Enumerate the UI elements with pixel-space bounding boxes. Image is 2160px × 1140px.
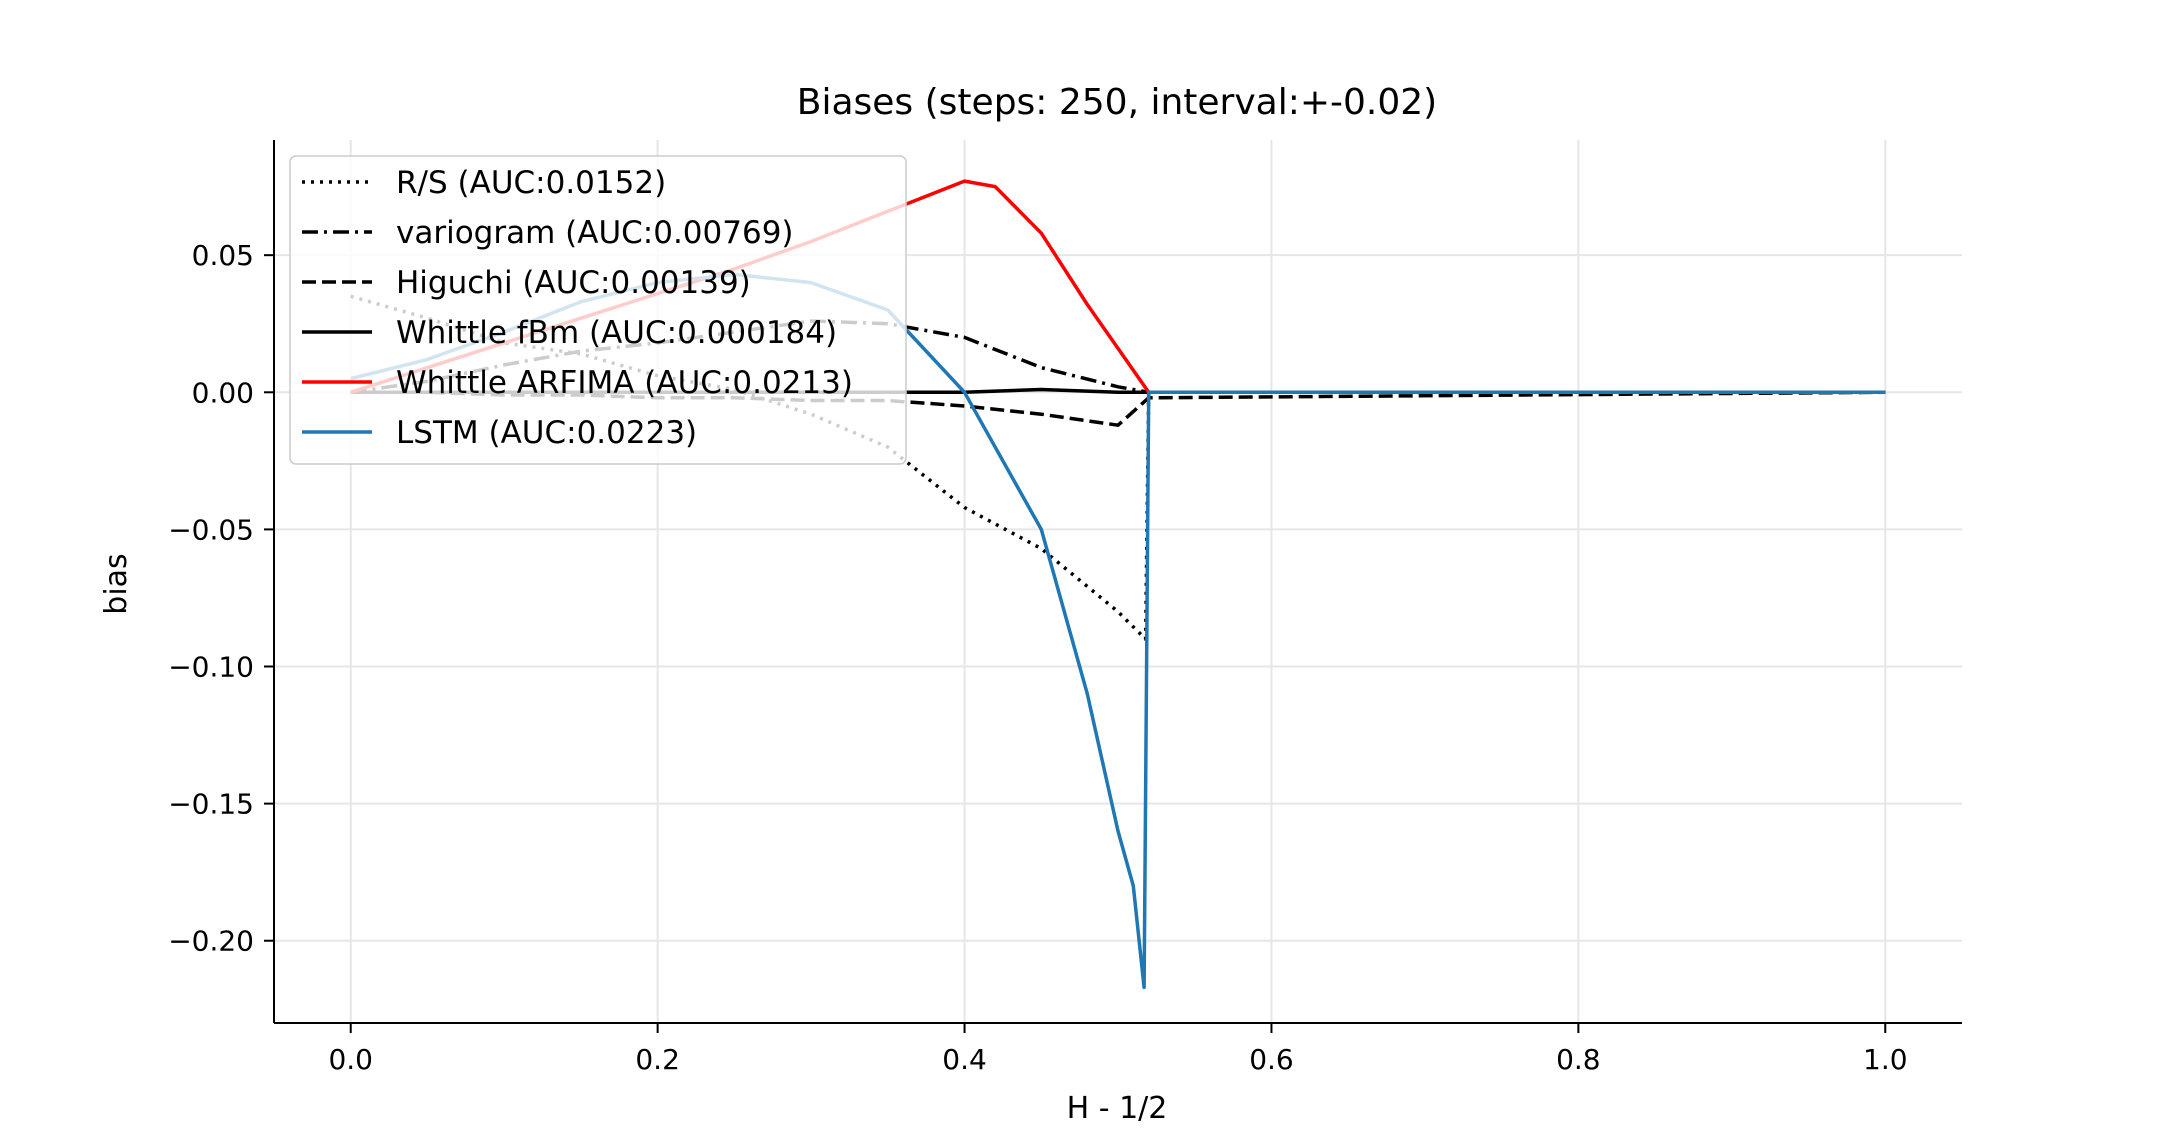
- x-tick-label: 0.8: [1556, 1043, 1601, 1076]
- legend-label-5: LSTM (AUC:0.0223): [396, 415, 697, 451]
- y-tick-label: −0.15: [168, 788, 254, 821]
- legend-label-2: Higuchi (AUC:0.00139): [396, 265, 751, 301]
- y-tick-label: −0.20: [168, 925, 254, 958]
- legend-box: [289, 155, 907, 465]
- legend-label-3: Whittle fBm (AUC:0.000184): [396, 315, 837, 351]
- x-tick-label: 1.0: [1863, 1043, 1908, 1076]
- legend-label-1: variogram (AUC:0.00769): [396, 215, 794, 251]
- x-tick-label: 0.0: [328, 1043, 373, 1076]
- ticks: 0.0 0.2 0.4 0.6 0.8 1.0 0.05 0.00 −0.05 −0.10 −0.1…: [168, 239, 1907, 1076]
- y-tick-label: −0.05: [168, 513, 254, 546]
- y-tick-label: −0.10: [168, 651, 254, 684]
- x-tick-label: 0.4: [942, 1043, 987, 1076]
- x-tick-label: 0.6: [1249, 1043, 1294, 1076]
- chart-title: Biases (steps: 250, interval:+-0.02): [797, 82, 1437, 123]
- legend-label-0: R/S (AUC:0.0152): [396, 165, 666, 201]
- x-axis-label: H - 1/2: [1067, 1091, 1168, 1126]
- legend-label-4: Whittle ARFIMA (AUC:0.0213): [396, 365, 853, 401]
- x-tick-label: 0.2: [635, 1043, 680, 1076]
- y-tick-label: 0.00: [192, 376, 254, 409]
- y-axis-label: bias: [99, 553, 134, 614]
- legend: R/S (AUC:0.0152) variogram (AUC:0.00769) H…: [289, 155, 907, 465]
- axes: [273, 140, 1962, 1024]
- y-tick-label: 0.05: [192, 239, 254, 272]
